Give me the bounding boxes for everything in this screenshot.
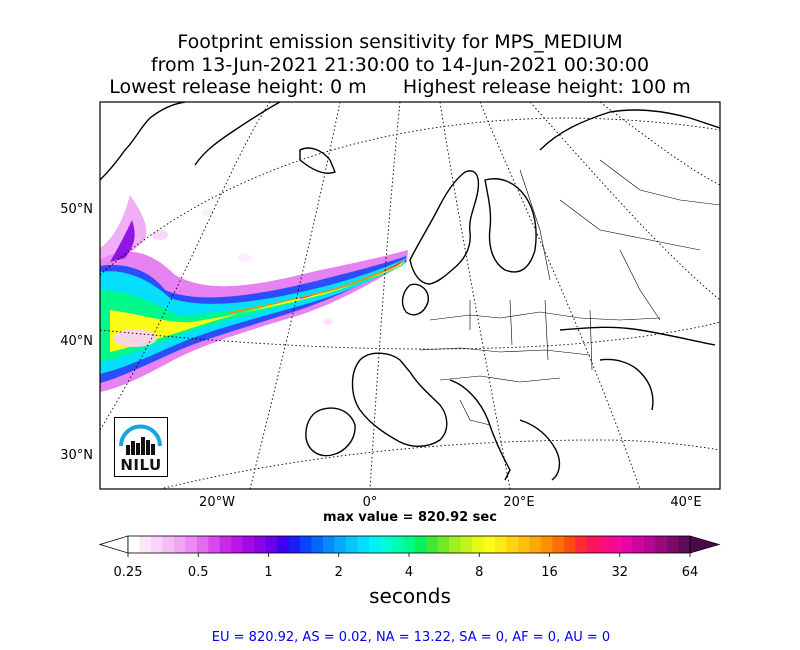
lat-label-50n: 50°N	[60, 202, 93, 217]
colorbar-segment	[357, 536, 370, 553]
map-frame	[99, 101, 721, 490]
nilu-logo-text: NILU	[120, 456, 162, 474]
colorbar-segment	[380, 536, 393, 553]
colorbar-tick-label: 0.25	[114, 565, 143, 580]
colorbar-segment	[368, 536, 381, 553]
colorbar-segment	[437, 536, 450, 553]
colorbar-segment	[162, 536, 175, 553]
graticule	[100, 102, 720, 489]
colorbar-segment	[426, 536, 439, 553]
colorbar-segment	[632, 536, 645, 553]
colorbar-tick-label: 64	[682, 565, 699, 580]
colorbar-segment	[196, 536, 209, 553]
colorbar-segment	[644, 536, 657, 553]
colorbar-segment	[277, 536, 290, 553]
colorbar-segment	[449, 536, 462, 553]
country-borders	[419, 159, 720, 426]
colorbar-segment	[414, 536, 427, 553]
lat-label-40n: 40°N	[60, 334, 93, 349]
lon-label-20w: 20°W	[199, 495, 235, 510]
colorbar-segment	[575, 536, 588, 553]
colorbar-tick-label: 1	[264, 565, 272, 580]
colorbar-tick-label: 4	[405, 565, 413, 580]
colorbar-tick-label: 8	[475, 565, 483, 580]
colorbar-segment	[242, 536, 255, 553]
colorbar-segment	[563, 536, 576, 553]
colorbar-segment	[288, 536, 301, 553]
colorbar-segment	[322, 536, 335, 553]
colorbar-tick-label: 32	[611, 565, 628, 580]
colorbar-segment	[460, 536, 473, 553]
colorbar-segment	[128, 536, 140, 553]
colorbar-tick-label: 16	[541, 565, 558, 580]
nilu-logo-icon	[119, 424, 162, 455]
colorbar	[98, 535, 721, 554]
max-value-label: max value = 820.92 sec	[323, 510, 497, 525]
colorbar-segment	[495, 536, 507, 553]
colorbar-segment	[391, 536, 404, 553]
colorbar-segment	[185, 536, 198, 553]
colorbar-segment	[529, 536, 542, 553]
map-area	[100, 102, 720, 489]
colorbar-segment	[254, 536, 267, 553]
colorbar-segment	[334, 536, 347, 553]
colorbar-segment	[483, 536, 496, 553]
colorbar-segment	[150, 536, 163, 553]
colorbar-segment	[655, 536, 668, 553]
colorbar-ticks: 0.25 0.5 1 2 4 8 16 32 64	[114, 553, 699, 580]
region-totals: EU = 820.92, AS = 0.02, NA = 13.22, SA =…	[211, 630, 611, 645]
colorbar-segment	[173, 536, 186, 553]
nilu-logo: NILU	[114, 417, 168, 477]
colorbar-segment	[552, 536, 565, 553]
coastlines	[100, 102, 720, 481]
colorbar-segment	[586, 536, 599, 553]
lat-label-30n: 30°N	[60, 448, 93, 463]
lon-label-0: 0°	[363, 495, 378, 510]
colorbar-segment	[231, 536, 244, 553]
colorbar-segment	[667, 536, 680, 553]
colorbar-segment	[598, 536, 611, 553]
colorbar-tick-label: 0.5	[188, 565, 209, 580]
colorbar-min-extension	[98, 535, 129, 554]
colorbar-segment	[517, 536, 530, 553]
colorbar-segment	[678, 536, 691, 553]
colorbar-max-extension	[689, 535, 721, 554]
colorbar-segment	[472, 536, 485, 553]
lon-label-20e: 20°E	[503, 495, 534, 510]
colorbar-label: seconds	[369, 584, 451, 608]
colorbar-segment	[609, 536, 622, 553]
colorbar-segment	[208, 536, 221, 553]
colorbar-segment	[403, 536, 416, 553]
figure-title-line-1: Footprint emission sensitivity for MPS_M…	[177, 31, 623, 53]
footprint-plume	[100, 195, 408, 392]
colorbar-segment	[139, 536, 152, 553]
colorbar-segment	[621, 536, 634, 553]
colorbar-tick-label: 2	[335, 565, 343, 580]
colorbar-segment	[506, 536, 519, 553]
colorbar-segment	[540, 536, 553, 553]
colorbar-segment	[219, 536, 232, 553]
figure-title-line-2: from 13-Jun-2021 21:30:00 to 14-Jun-2021…	[150, 54, 650, 76]
colorbar-segment	[311, 536, 324, 553]
colorbar-segment	[265, 536, 278, 553]
figure-title-line-3: Lowest release height: 0 m Highest relea…	[109, 76, 691, 98]
lon-label-40e: 40°E	[670, 495, 701, 510]
colorbar-segment	[300, 536, 313, 553]
colorbar-segment	[345, 536, 358, 553]
